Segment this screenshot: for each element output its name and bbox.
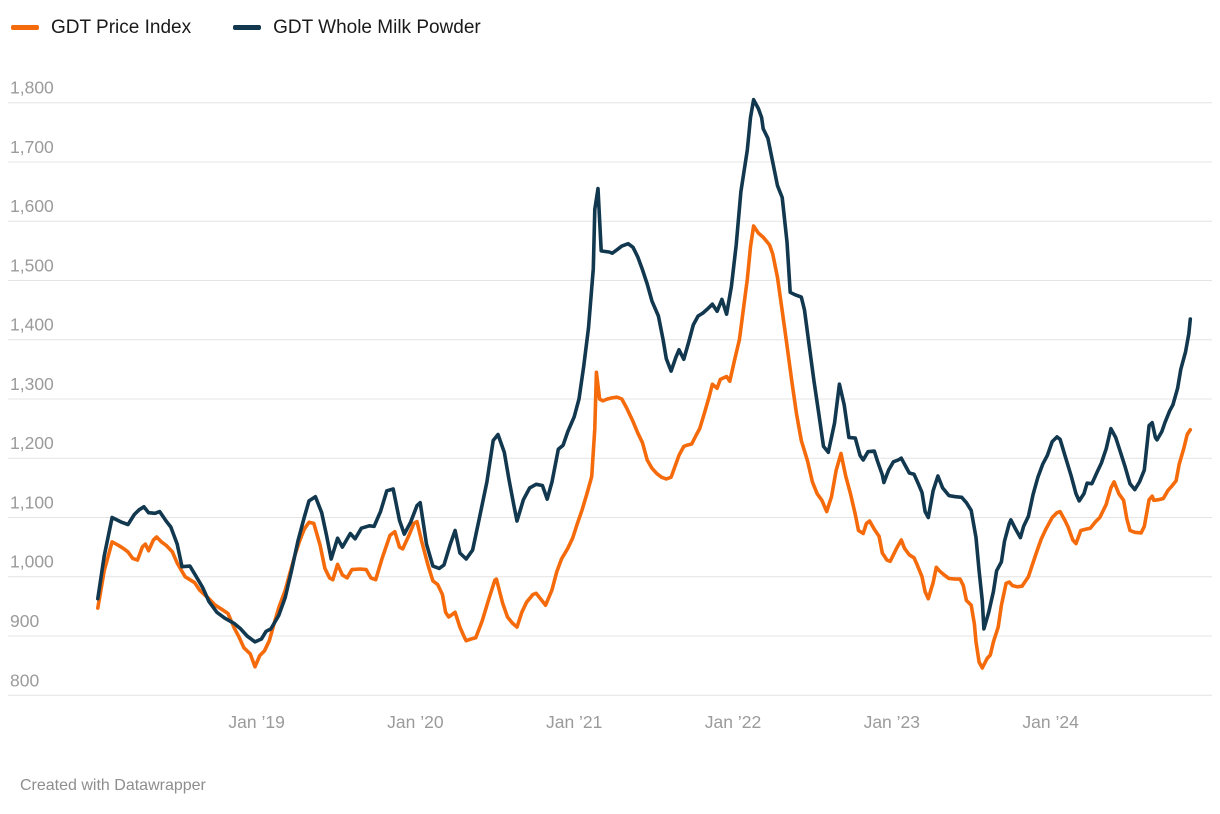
x-axis-tick-label: Jan ’24 (1022, 712, 1079, 732)
legend-swatch-orange (11, 25, 39, 30)
x-axis-tick-label: Jan ’20 (387, 712, 444, 732)
legend-swatch-navy (233, 25, 262, 30)
legend-label: GDT Price Index (51, 17, 192, 38)
x-axis-tick-label: Jan ’19 (228, 712, 284, 732)
y-axis-tick-label: 1,600 (10, 196, 54, 216)
x-axis-tick-label: Jan ’21 (546, 712, 602, 732)
y-axis-tick-label: 900 (10, 611, 39, 631)
legend-item-gdt-price-index: GDT Price Index (11, 18, 191, 37)
y-axis-tick-label: 1,500 (10, 256, 54, 276)
series-line-gdt-whole-milk-powder (96, 97, 1193, 644)
x-axis-tick-label: Jan ’22 (705, 712, 761, 732)
y-axis-tick-label: 1,300 (10, 374, 54, 394)
x-axis-tick-label: Jan ’23 (864, 712, 920, 732)
y-axis-tick-label: 1,400 (10, 315, 54, 335)
y-axis-tick-label: 800 (10, 670, 39, 690)
chart-legend: GDT Price Index GDT Whole Milk Powder (11, 18, 481, 37)
y-axis-tick-label: 1,100 (10, 493, 54, 513)
y-axis-tick-label: 1,700 (10, 137, 54, 157)
y-axis-tick-label: 1,800 (10, 78, 54, 98)
y-axis-tick-label: 1,200 (10, 433, 54, 453)
legend-item-gdt-whole-milk-powder: GDT Whole Milk Powder (233, 18, 481, 37)
datawrapper-credit: Created with Datawrapper (20, 777, 206, 794)
line-chart: 1,800 1,700 1,600 1,500 1,400 1,300 1,200 1,100… (8, 78, 1212, 732)
legend-label: GDT Whole Milk Powder (273, 17, 481, 38)
series-line-gdt-price-index (96, 224, 1193, 670)
y-axis-tick-label: 1,000 (10, 552, 54, 572)
